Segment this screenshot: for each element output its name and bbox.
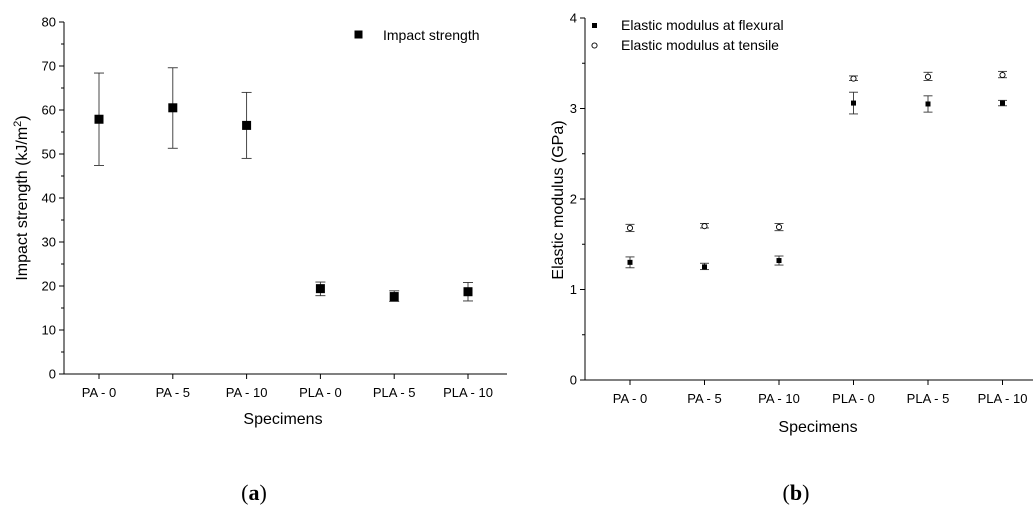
x-tick-label: PLA - 10 <box>978 391 1028 406</box>
x-tick-label: PA - 5 <box>687 391 721 406</box>
y-tick-label: 20 <box>42 279 56 294</box>
panel-b-y-ticks: 0 1 2 3 4 <box>570 11 585 388</box>
panel-a-x-ticks: PA - 0 PA - 5 PA - 10 PLA - 0 PLA - 5 PLA - 1… <box>82 374 493 400</box>
data-point-circle <box>924 73 932 80</box>
y-tick-label: 30 <box>42 235 56 250</box>
data-point-square <box>851 100 856 106</box>
y-tick-label: 80 <box>42 15 56 30</box>
panel-b-legend-marker-tensile <box>591 42 598 49</box>
panel-a-legend-label: Impact strength <box>383 27 480 43</box>
data-point-square <box>925 101 931 107</box>
x-tick-label: PLA - 0 <box>832 391 875 406</box>
panel-a-data-marks <box>94 67 473 302</box>
panel-a-legend-marker <box>354 30 363 39</box>
panel-b-caption: (b) <box>783 480 810 505</box>
data-point-square <box>389 292 399 302</box>
data-point-square <box>242 120 252 130</box>
y-tick-label: 40 <box>42 191 56 206</box>
y-tick-label: 3 <box>570 101 577 116</box>
data-point-circle <box>701 223 708 230</box>
data-point-square <box>168 103 178 113</box>
panel-b-y-axis-title: Elastic modulus (GPa) <box>550 120 567 279</box>
y-tick-label: 50 <box>42 147 56 162</box>
panel-b-legend: Elastic modulus at flexural Elastic modu… <box>591 17 784 53</box>
data-point-circle <box>850 75 857 82</box>
panel-a-caption: (a) <box>241 480 267 505</box>
y-tick-label: 0 <box>49 367 56 382</box>
y-tick-label: 60 <box>42 103 56 118</box>
x-tick-label: PLA - 5 <box>373 385 416 400</box>
panel-a-y-axis-title-tail: ) <box>14 115 31 120</box>
x-tick-label: PA - 10 <box>758 391 800 406</box>
x-tick-label: PLA - 5 <box>907 391 950 406</box>
y-tick-label: 10 <box>42 323 56 338</box>
y-tick-label: 4 <box>570 11 577 26</box>
x-tick-label: PLA - 0 <box>299 385 342 400</box>
x-tick-label: PA - 10 <box>226 385 268 400</box>
data-point-circle <box>626 224 634 232</box>
panel-b-legend-marker-flexural <box>592 23 597 28</box>
data-point-circle <box>999 71 1006 79</box>
panel-b-caption-letter: b <box>790 480 802 505</box>
data-point-square <box>94 114 104 124</box>
data-point-square <box>627 259 633 265</box>
data-point-square <box>463 287 473 297</box>
panel-b-data-marks <box>625 70 1007 271</box>
x-tick-label: PLA - 10 <box>443 385 493 400</box>
x-tick-label: PA - 5 <box>156 385 190 400</box>
data-point-square <box>776 258 782 264</box>
panel-a-y-axis-title-sup: 2 <box>12 121 24 127</box>
y-tick-label: 0 <box>570 373 577 388</box>
y-tick-label: 70 <box>42 59 56 74</box>
x-tick-label: PA - 0 <box>82 385 116 400</box>
panel-a-y-axis-title-main: Impact strength (kJ/m <box>14 127 31 281</box>
x-tick-label: PA - 0 <box>613 391 647 406</box>
data-point-square <box>702 264 707 270</box>
panel-b-x-axis-title: Specimens <box>778 419 857 436</box>
panel-b-x-ticks: PA - 0 PA - 5 PA - 10 PLA - 0 PLA - 5 PLA - 1… <box>613 380 1028 406</box>
panel-a-y-ticks: 0 10 20 30 40 50 60 70 80 <box>42 15 64 382</box>
data-point-square <box>1000 100 1005 106</box>
panel-b-legend-label-flexural: Elastic modulus at flexural <box>621 17 784 33</box>
y-tick-label: 2 <box>570 192 577 207</box>
data-point-square <box>315 284 325 294</box>
panel-b-legend-label-tensile: Elastic modulus at tensile <box>621 37 779 53</box>
data-point-circle <box>775 224 783 231</box>
panel-a-legend: Impact strength <box>354 27 480 43</box>
panel-a-chart: 0 10 20 30 40 50 60 70 80 PA - 0 PA - 5 PA - 10 PLA… <box>12 15 507 505</box>
panel-a-y-axis-title: Impact strength (kJ/m2) <box>12 115 31 280</box>
panel-a-caption-letter: a <box>249 480 260 505</box>
y-tick-label: 1 <box>570 282 577 297</box>
panel-a-x-axis-title: Specimens <box>243 411 322 428</box>
